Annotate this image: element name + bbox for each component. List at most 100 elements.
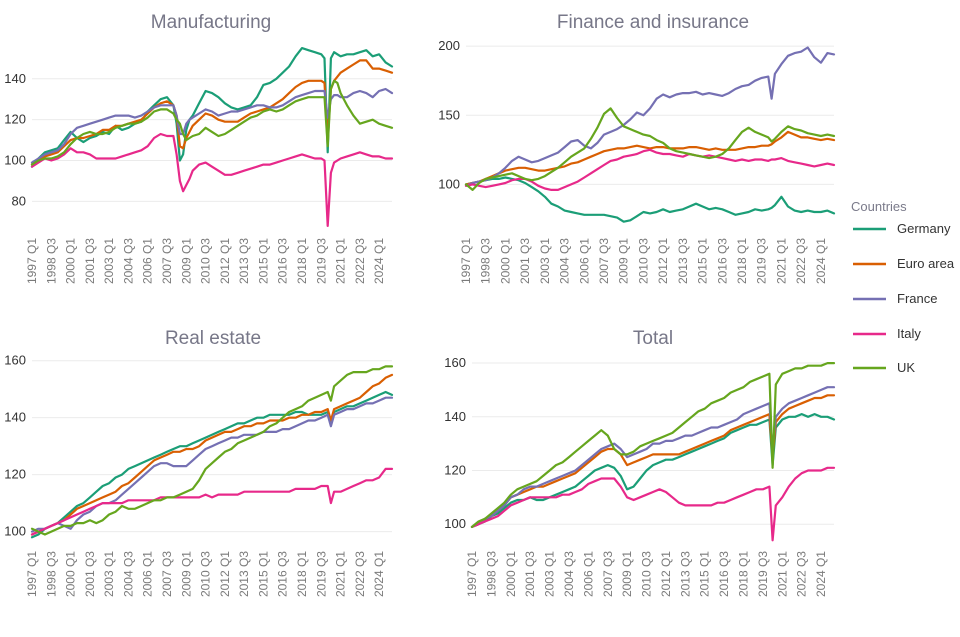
- x-tick-label: 2006 Q1: [141, 551, 155, 597]
- series-line-france: [30, 87, 394, 164]
- x-tick-label: 2007 Q3: [601, 551, 615, 597]
- series-line-uk: [470, 362, 836, 528]
- x-tick-label: 2010 Q3: [199, 238, 213, 284]
- x-tick-label: 2012 Q1: [218, 238, 232, 284]
- panel-manufacturing: Manufacturing 80 100 120 140 1997 Q1 1998 Q3 20…: [4, 12, 394, 284]
- x-tick-label: 1998 Q3: [44, 551, 58, 597]
- panel-title: Manufacturing: [151, 12, 271, 33]
- x-tick-label: 2013 Q3: [237, 238, 251, 284]
- x-tick-label: 2021 Q1: [334, 551, 348, 597]
- x-tick-label: 2007 Q3: [160, 551, 174, 597]
- x-tick-label: 2015 Q1: [256, 238, 270, 284]
- x-tick-label: 2013 Q3: [676, 238, 690, 284]
- x-tick-label: 2024 Q1: [372, 551, 386, 597]
- panel-title: Total: [633, 328, 673, 349]
- series-line-italy: [470, 466, 836, 542]
- x-tick-label: 2016 Q3: [276, 238, 290, 284]
- x-tick-label: 2022 Q3: [795, 551, 809, 597]
- x-tick-label: 2015 Q1: [698, 551, 712, 597]
- y-tick-label: 100: [444, 516, 466, 531]
- series-line-euro-area: [464, 130, 836, 186]
- y-tick-label: 120: [4, 467, 26, 482]
- series-line-france: [464, 46, 836, 187]
- x-tick-label: 2018 Q1: [295, 238, 309, 284]
- x-tick-label: 2009 Q1: [617, 238, 631, 284]
- x-tick-label: 2003 Q1: [102, 551, 116, 597]
- y-tick-label: 140: [4, 410, 26, 425]
- x-tick-label: 2019 Q3: [755, 238, 769, 284]
- x-tick-label: 2021 Q1: [334, 238, 348, 284]
- x-tick-label: 1997 Q1: [25, 551, 39, 597]
- x-tick-label: 2015 Q1: [256, 551, 270, 597]
- panel-real-estate: Real estate 100 120 140 160 1997 Q1 1998 Q3 200…: [4, 328, 394, 597]
- x-tick-label: 2004 Q3: [121, 551, 135, 597]
- y-tick-label: 140: [444, 409, 466, 424]
- x-tick-label: 2001 Q3: [523, 551, 537, 597]
- x-tick-label: 2024 Q1: [372, 238, 386, 284]
- panel-total: Total 100 120 140 160 1997 Q1 1998 Q3 2000 Q1 20…: [444, 328, 836, 597]
- x-tick-label: 2003 Q1: [543, 551, 557, 597]
- series-line-euro-area: [30, 373, 394, 536]
- x-tick-label: 2006 Q1: [577, 238, 591, 284]
- x-tick-label: 2016 Q3: [715, 238, 729, 284]
- x-tick-label: 2013 Q3: [237, 551, 251, 597]
- series-line-italy: [30, 132, 394, 227]
- x-tick-label: 2022 Q3: [794, 238, 808, 284]
- x-tick-label: 2015 Q1: [696, 238, 710, 284]
- x-tick-label: 2019 Q3: [314, 238, 328, 284]
- chart-legend: Countries Germany Euro area France Italy…: [851, 199, 955, 375]
- x-tick-label: 2001 Q3: [83, 238, 97, 284]
- x-tick-label: 1998 Q3: [44, 238, 58, 284]
- y-tick-label: 160: [444, 355, 466, 370]
- series-line-uk: [30, 365, 394, 536]
- series-line-germany: [30, 47, 394, 168]
- x-tick-label: 2006 Q1: [141, 238, 155, 284]
- x-tick-label: 2018 Q1: [735, 238, 749, 284]
- x-tick-label: 2016 Q3: [276, 551, 290, 597]
- x-tick-label: 2007 Q3: [160, 238, 174, 284]
- x-tick-label: 1997 Q1: [465, 551, 479, 597]
- x-tick-label: 2001 Q3: [83, 551, 97, 597]
- series-line-italy: [30, 467, 394, 536]
- x-tick-label: 2000 Q1: [64, 551, 78, 597]
- legend-title: Countries: [851, 199, 907, 214]
- x-tick-label: 2024 Q1: [814, 238, 828, 284]
- x-tick-label: 2001 Q3: [518, 238, 532, 284]
- x-tick-label: 2022 Q3: [353, 551, 367, 597]
- x-tick-label: 2010 Q3: [636, 238, 650, 284]
- x-tick-label: 2009 Q1: [179, 551, 193, 597]
- x-tick-label: 2009 Q1: [179, 238, 193, 284]
- y-tick-label: 100: [4, 524, 26, 539]
- x-tick-label: 1997 Q1: [459, 238, 473, 284]
- x-tick-label: 2010 Q3: [640, 551, 654, 597]
- x-tick-label: 2003 Q1: [538, 238, 552, 284]
- x-tick-label: 1998 Q3: [484, 551, 498, 597]
- x-tick-label: 2004 Q3: [121, 238, 135, 284]
- x-tick-label: 2003 Q1: [102, 238, 116, 284]
- y-tick-label: 120: [444, 462, 466, 477]
- y-tick-label: 120: [4, 112, 26, 127]
- x-tick-label: 2018 Q1: [737, 551, 751, 597]
- x-tick-label: 2010 Q3: [199, 551, 213, 597]
- y-tick-label: 100: [4, 153, 26, 168]
- series-line-germany: [464, 176, 836, 223]
- x-tick-label: 2000 Q1: [64, 238, 78, 284]
- x-tick-label: 2018 Q1: [295, 551, 309, 597]
- x-tick-label: 2004 Q3: [558, 238, 572, 284]
- x-tick-label: 2022 Q3: [353, 238, 367, 284]
- legend-label-uk: UK: [897, 360, 915, 375]
- x-tick-label: 2013 Q3: [678, 551, 692, 597]
- x-tick-label: 1997 Q1: [25, 238, 39, 284]
- x-tick-label: 2000 Q1: [504, 551, 518, 597]
- y-tick-label: 80: [12, 193, 26, 208]
- y-tick-label: 100: [438, 176, 460, 191]
- y-tick-label: 160: [4, 353, 26, 368]
- panel-finance-and-insurance: Finance and insurance 100 150 200 1997 Q1 199…: [438, 12, 836, 284]
- legend-label-italy: Italy: [897, 326, 921, 341]
- y-tick-label: 150: [438, 107, 460, 122]
- series-line-france: [30, 396, 394, 533]
- x-tick-label: 2006 Q1: [581, 551, 595, 597]
- x-tick-label: 2007 Q3: [597, 238, 611, 284]
- series-line-france: [470, 386, 836, 528]
